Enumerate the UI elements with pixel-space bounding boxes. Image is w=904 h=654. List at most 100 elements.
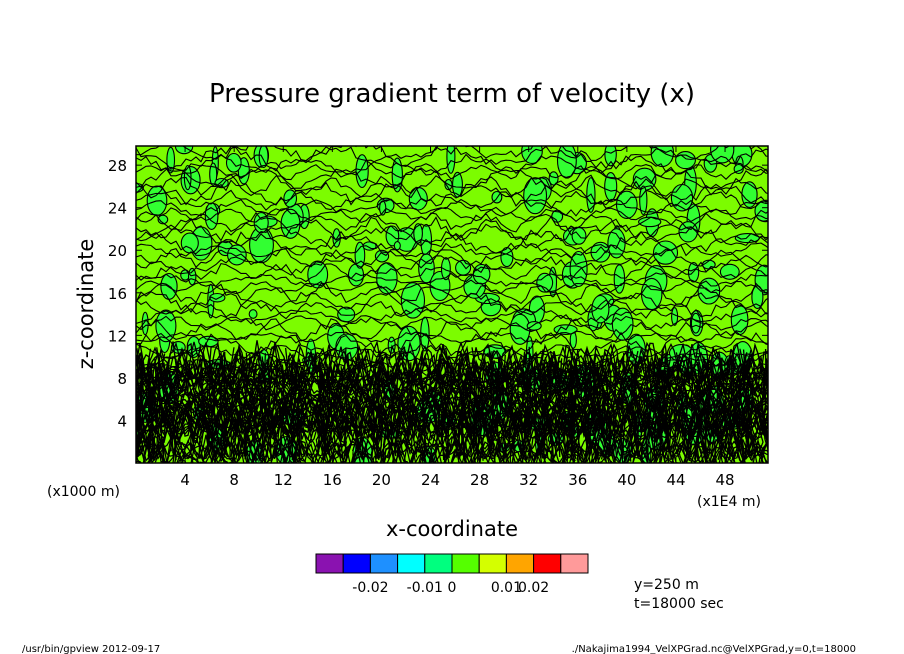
contour-line: [693, 366, 699, 463]
y-tick-label: 16: [108, 285, 127, 303]
contour-line: [136, 206, 768, 224]
contour-line: [629, 359, 638, 454]
contour-blob: [209, 162, 218, 187]
contour-line: [136, 369, 142, 457]
plot-area: [135, 145, 769, 464]
contour-line: [146, 348, 156, 459]
contour-line: [136, 330, 768, 344]
contour-line: [538, 360, 544, 459]
contour-line: [677, 378, 686, 457]
contour-line: [473, 364, 481, 463]
contour-line: [325, 361, 333, 456]
colorbar-swatch: [315, 553, 344, 574]
colorbar: [315, 553, 589, 574]
contour-line: [457, 352, 464, 463]
contour-line: [601, 368, 611, 458]
contour-line: [154, 364, 163, 463]
x-axis-label: x-coordinate: [386, 517, 518, 541]
contour-line: [742, 352, 752, 456]
colorbar-swatch: [342, 553, 371, 574]
contour-line: [746, 349, 755, 452]
y-tick-label: 8: [117, 370, 127, 388]
contour-line: [662, 361, 669, 461]
contour-line: [318, 371, 326, 456]
contour-line: [542, 364, 547, 462]
contour-line: [469, 347, 476, 455]
contour-line: [206, 347, 216, 452]
footer-right: ./Nakajima1994_VelXPGrad.nc@VelXPGrad,y=…: [572, 644, 856, 654]
contour-line: [366, 380, 375, 456]
contour-line: [151, 369, 155, 462]
contour-line: [484, 350, 494, 454]
contour-line: [136, 435, 768, 463]
contour-line: [355, 353, 360, 452]
contour-line: [386, 369, 393, 457]
contour-line: [433, 375, 441, 453]
contour-line: [703, 370, 710, 461]
contour-line: [494, 378, 502, 452]
contour-line: [558, 358, 566, 461]
contour-line: [251, 364, 259, 461]
contour-line: [136, 173, 768, 199]
contour-line: [526, 346, 533, 461]
plot-frame: [135, 145, 769, 464]
contour-blob: [258, 146, 269, 168]
contour-line: [155, 347, 161, 452]
colorbar-label: 0.01: [491, 580, 522, 596]
contour-line: [219, 366, 229, 458]
contour-line: [136, 146, 768, 162]
y-tick-label: 12: [108, 327, 127, 345]
contour-blob: [180, 232, 199, 254]
contour-line: [762, 358, 768, 452]
contour-line: [583, 353, 591, 463]
contour-line: [419, 350, 428, 457]
contour-line: [136, 340, 768, 385]
contour-line: [371, 371, 380, 461]
contour-line: [357, 365, 365, 455]
colorbar-swatch: [533, 553, 562, 574]
info-y: y=250 m: [634, 577, 699, 593]
chart-title: Pressure gradient term of velocity (x): [209, 79, 695, 109]
contour-line: [693, 361, 701, 460]
contour-blob: [446, 146, 456, 174]
footer-left: /usr/bin/gpview 2012-09-17: [22, 644, 160, 654]
contour-blob: [253, 212, 269, 234]
contour-blob: [675, 151, 696, 170]
contour-line: [489, 368, 496, 461]
contour-line: [136, 437, 768, 463]
contour-line: [162, 367, 172, 452]
contour-line: [136, 211, 768, 233]
contour-blob: [687, 262, 700, 283]
y-ticks: 4 8 12 16 20 24 28: [108, 157, 768, 430]
x-tick-label: 28: [470, 471, 489, 489]
contour-line: [506, 375, 514, 458]
contour-line: [241, 374, 249, 463]
contour-line: [278, 364, 286, 456]
contour-blob: [604, 172, 618, 202]
contour-line: [230, 380, 238, 459]
y-tick-label: 4: [117, 412, 127, 430]
colorbar-label: -0.02: [352, 580, 388, 596]
contour-line: [444, 368, 450, 455]
contour-blob: [227, 244, 247, 266]
y-axis-label: z-coordinate: [74, 239, 98, 370]
contour-line: [500, 354, 509, 454]
x-tick-label: 16: [323, 471, 342, 489]
colorbar-swatch: [369, 553, 399, 574]
contour-line: [315, 378, 325, 453]
x-tick-label: 24: [421, 471, 440, 489]
contour-line: [143, 380, 153, 457]
colorbar-swatch: [424, 553, 453, 574]
contour-blob: [393, 241, 401, 251]
x-tick-label: 44: [666, 471, 685, 489]
contour-line: [543, 361, 551, 454]
y-tick-label: 20: [108, 242, 127, 260]
x-tick-label: 48: [715, 471, 734, 489]
contour-line: [291, 363, 299, 461]
contour-line: [532, 353, 542, 458]
contour-line: [212, 366, 221, 463]
contour-line: [158, 367, 165, 462]
contour-line: [136, 242, 768, 260]
contour-line: [394, 372, 402, 457]
contour-line: [345, 373, 354, 457]
